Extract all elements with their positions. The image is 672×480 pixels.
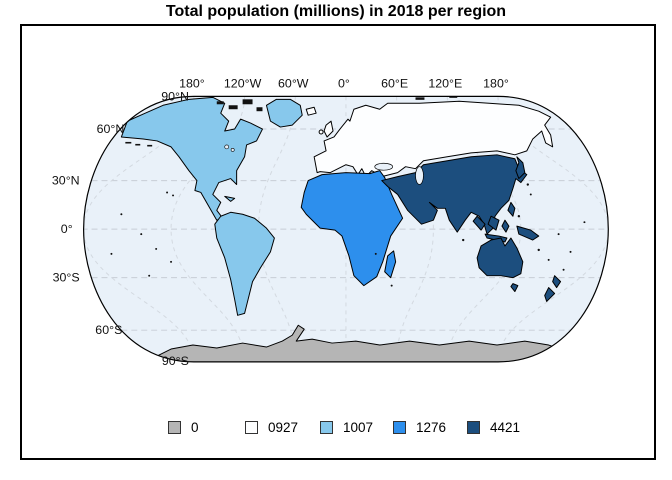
legend-label: 4421 [490,419,521,435]
region-caribbean [224,195,236,202]
legend-swatch [320,420,333,434]
map-outline [83,95,609,363]
meridian-labels: 180° 120°W 60°W 0° 60°E 120°E 180° [179,76,509,90]
meridian-label: 180° [179,76,205,90]
legend-item: 1007 [320,418,373,436]
great-lake-2 [230,147,235,152]
meridian-label: 180° [483,76,509,90]
legend-item: 4421 [467,418,520,436]
parallel-label: 60°S [95,323,122,337]
region-south-america [214,211,275,316]
region-iceland [305,106,317,116]
meridian-label: 120°W [224,76,262,90]
legend-swatch [245,420,258,434]
meridian-label: 60°W [278,76,309,90]
legend-label: 1276 [416,419,447,435]
region-britain [323,120,334,138]
legend-swatch [168,420,181,434]
region-africa [300,170,404,287]
meridian-label: 120°E [428,76,462,90]
island-specks [110,96,586,287]
parallel-labels: 90°N 60°N 30°N 0° 30°S 60°S 90°S [52,89,189,368]
legend-item: 0927 [245,418,298,436]
region-greenland [265,98,303,128]
region-borneo [487,215,500,231]
black-sea [374,162,394,171]
meridian-label: 0° [338,76,350,90]
region-madagascar [384,250,397,279]
region-new-zealand-south [544,287,556,302]
parallel-label: 30°N [52,174,80,188]
parallel-label: 90°N [161,89,189,103]
plot-frame: 180° 120°W 60°W 0° 60°E 120°E 180° 90°N … [20,24,656,460]
caspian-sea [415,166,424,185]
chart-title: Total population (millions) in 2018 per … [165,3,507,20]
region-ireland [318,129,324,135]
legend-swatch [467,420,480,434]
region-australia [476,237,524,279]
map-legend: 0 0927 1007 1276 4421 [22,418,654,440]
world-map: 180° 120°W 60°W 0° 60°E 120°E 180° 90°N … [52,76,609,368]
region-antarctica [150,324,579,362]
great-lake-1 [224,144,229,150]
region-philippines [507,201,516,217]
region-sulawesi [501,219,510,233]
parallel-label: 60°N [97,122,125,136]
region-europe [313,100,554,178]
region-japan [515,156,526,180]
continents [120,96,579,362]
legend-label: 0 [191,419,199,435]
region-new-guinea [516,225,540,241]
legend-item: 1276 [393,418,446,436]
legend-swatch [393,420,406,434]
parallel-label: 90°S [162,354,189,368]
region-tasmania [510,283,519,293]
legend-label: 0927 [268,419,299,435]
parallel-label: 30°S [53,271,80,285]
region-new-zealand-north [552,275,562,289]
region-sumatra [472,215,486,231]
legend-label: 1007 [343,419,374,435]
parallel-label: 0° [61,222,73,236]
meridian-label: 60°E [381,76,408,90]
legend-item: 0 [168,418,199,436]
